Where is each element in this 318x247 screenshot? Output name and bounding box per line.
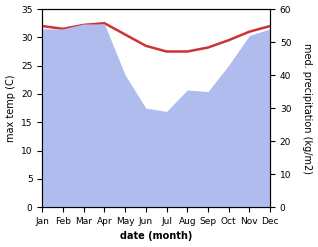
Y-axis label: med. precipitation (kg/m2): med. precipitation (kg/m2)	[302, 43, 313, 174]
Y-axis label: max temp (C): max temp (C)	[5, 74, 16, 142]
X-axis label: date (month): date (month)	[120, 231, 192, 242]
